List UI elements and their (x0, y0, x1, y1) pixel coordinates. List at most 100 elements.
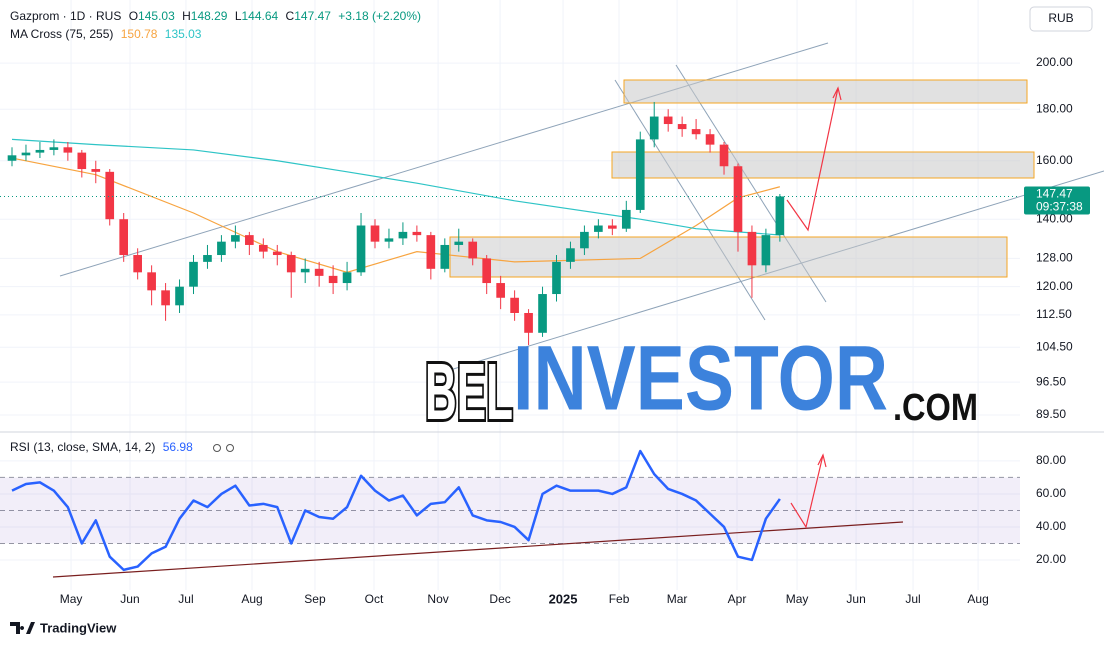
x-tick-label: Jun (846, 592, 865, 606)
watermark-bel: BEL (425, 347, 513, 436)
candle-body (147, 272, 156, 291)
y-tick-label: 200.00 (1036, 55, 1073, 69)
indicator-header: MA Cross (75, 255) 150.78 135.03 (10, 27, 202, 41)
y-tick-label: 20.00 (1036, 552, 1066, 566)
zone-box (623, 79, 1028, 104)
y-tick-label: 128.00 (1036, 251, 1073, 265)
y-tick-label: 112.50 (1036, 307, 1072, 321)
arrows (786, 86, 842, 529)
arrow-head (817, 453, 827, 468)
candle-body (356, 225, 366, 273)
y-tick-label: 60.00 (1036, 486, 1066, 500)
channel-line (614, 79, 766, 321)
candle-body (21, 152, 31, 156)
rsi-band-fill (0, 477, 1020, 544)
watermark-investor: INVESTOR (513, 327, 888, 429)
candle-body (594, 225, 603, 232)
candle-body (454, 241, 464, 245)
candle-body (49, 147, 59, 150)
candle-body (775, 196, 785, 236)
zone-box (449, 236, 1008, 278)
candle-body (245, 235, 254, 245)
candle-body (635, 139, 645, 210)
candle-body (691, 129, 701, 135)
icon (213, 444, 221, 452)
candle-body (719, 144, 729, 167)
candle-body (426, 235, 436, 269)
candle-body (7, 155, 17, 161)
ma-line (11, 138, 780, 236)
arrow (790, 454, 824, 529)
y-tick-label: 140.00 (1036, 211, 1073, 225)
logo-icon (10, 622, 35, 634)
currency[interactable]: RUB (1048, 11, 1073, 25)
candle-body (566, 248, 575, 262)
candle-body (663, 116, 673, 125)
y-tick-label: 40.00 (1036, 519, 1066, 533)
candle-body (35, 149, 45, 153)
price-label: 147.47 (1036, 187, 1073, 201)
footer-brand: TradingView (40, 620, 117, 635)
y-tick-label: 80.00 (1036, 453, 1066, 467)
x-tick-label: Jul (178, 592, 193, 606)
candle-body (621, 209, 631, 229)
ohlc-value: 145.03 (138, 9, 175, 23)
rsi-header: RSI (13, close, SMA, 14, 2) 56.98 (10, 440, 193, 454)
countdown: 09:37:38 (1036, 200, 1083, 214)
x-tick-label: Feb (609, 592, 630, 606)
candle-body (496, 283, 505, 298)
rsi-line (11, 449, 781, 572)
icon (226, 444, 234, 452)
ohlc-letter: O (129, 9, 138, 23)
ma-value: 150.78 (121, 27, 158, 41)
x-tick-label: Aug (241, 592, 262, 606)
candle-body (733, 166, 743, 232)
x-tick-label: Dec (489, 592, 510, 606)
x-tick-label: May (60, 592, 83, 606)
rsi-value: 56.98 (163, 440, 193, 454)
watermark-com: .COM (893, 387, 978, 429)
candle-body (258, 244, 268, 252)
candle-body (412, 231, 422, 236)
candle-body (189, 261, 198, 287)
price-label-box (1024, 186, 1090, 215)
candle-body (608, 225, 617, 229)
y-tick-label: 104.50 (1036, 339, 1073, 353)
x-tick-label: May (786, 592, 809, 606)
candle-body (217, 241, 226, 256)
candle-body (328, 275, 338, 284)
candle-body (747, 231, 757, 266)
candle-body (231, 235, 240, 242)
candle-body (677, 124, 687, 130)
ma-line (11, 157, 781, 273)
candle-body (300, 268, 310, 273)
ohlc-letter: C (286, 9, 295, 23)
indicator-name: MA Cross (75, 255) (10, 27, 113, 41)
x-tick-label: Mar (667, 592, 688, 606)
y-tick-label: 89.50 (1036, 407, 1066, 421)
x-tick-label: 2025 (549, 591, 578, 606)
x-tick-label: Nov (427, 592, 448, 606)
currency-button[interactable] (1029, 6, 1093, 32)
candle-body (105, 171, 115, 220)
y-tick-label: 180.00 (1036, 101, 1073, 115)
candle-body (580, 231, 589, 249)
price-scale: 200.00 180.00 160.00 140.00 128.00 120.00 112.… (1024, 55, 1090, 566)
y-tick-label: 96.50 (1036, 374, 1066, 388)
candle-body (161, 290, 170, 306)
candle-body (761, 235, 771, 266)
watermark: BEL INVESTOR .COM (422, 327, 978, 439)
price-change: +3.18 (+2.20%) (338, 9, 421, 23)
x-tick-label: Apr (728, 592, 747, 606)
ma-value: 135.03 (165, 27, 202, 41)
candle-body (370, 225, 380, 242)
x-tick-label: Aug (967, 592, 988, 606)
candle-body (482, 258, 492, 284)
candle-body (342, 272, 352, 284)
y-tick-label: 120.00 (1036, 279, 1073, 293)
arrow-head (832, 86, 842, 101)
ohlc-letter: L (235, 9, 242, 23)
candle-body (468, 241, 478, 259)
